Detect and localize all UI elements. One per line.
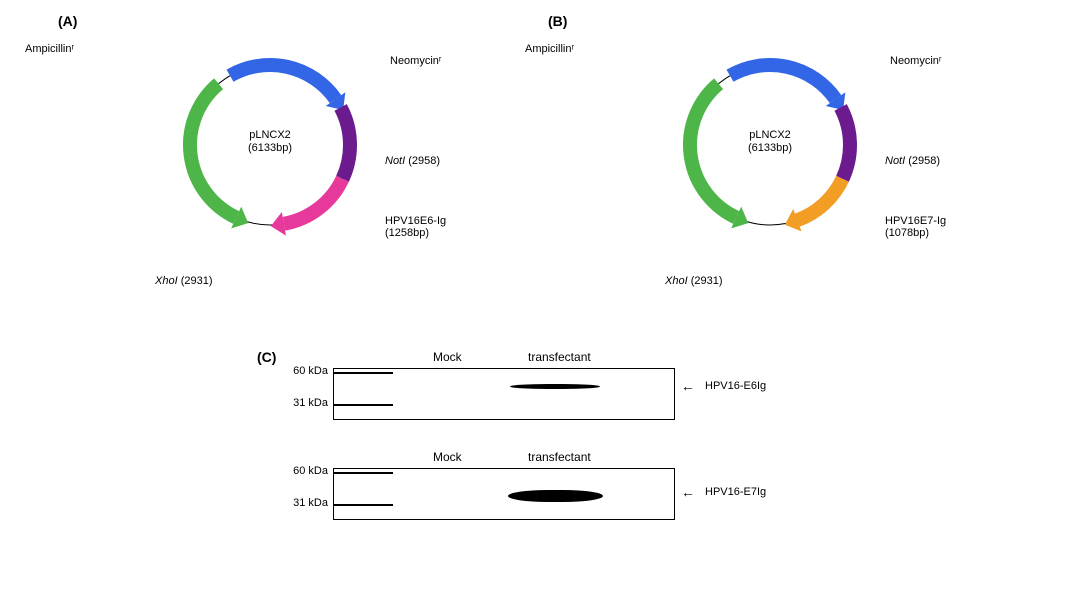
product-label: HPV16-E7Ig (705, 486, 766, 498)
plasmid-map-b: pLNCX2(6133bp)AmpicillinʳNeomycinʳNotI (… (550, 5, 990, 295)
plasmid-annotation-insert: HPV16E6-Ig(1258bp) (385, 215, 446, 239)
lane-label-transfectant: transfectant (528, 450, 591, 464)
arrow-icon: ← (681, 378, 695, 394)
marker-label: 60 kDa (278, 365, 328, 377)
plasmid-arc (230, 65, 336, 99)
product-label: HPV16-E6Ig (705, 380, 766, 392)
arc-arrowhead (271, 212, 286, 236)
plasmid-name: pLNCX2 (749, 129, 791, 141)
plasmid-name: pLNCX2 (249, 129, 291, 141)
plasmid-arc (190, 84, 236, 218)
marker-label: 31 kDa (278, 397, 328, 409)
plasmid-arc (341, 107, 350, 178)
plasmid-arc (284, 179, 343, 224)
blot-band (508, 490, 603, 502)
plasmid-annotation-xhoI: XhoI (2931) (155, 275, 213, 287)
arc-label: Ampicillinʳ (525, 43, 574, 55)
plasmid-arc (797, 179, 842, 220)
marker-line (333, 404, 393, 406)
blot-band (510, 384, 600, 389)
arrow-icon: ← (681, 484, 695, 500)
marker-label: 31 kDa (278, 497, 328, 509)
lane-label-mock: Mock (433, 350, 462, 364)
marker-label: 60 kDa (278, 465, 328, 477)
plasmid-annotation-notI: NotI (2958) (385, 155, 440, 167)
marker-line (333, 472, 393, 474)
arc-label: Neomycinʳ (390, 55, 442, 67)
blot-box (333, 468, 675, 520)
plasmid-annotation-insert: HPV16E7-Ig(1078bp) (885, 215, 946, 239)
plasmid-map-a: pLNCX2(6133bp)AmpicillinʳNeomycinʳNotI (… (50, 5, 490, 295)
marker-line (333, 504, 393, 506)
plasmid-arc (841, 107, 850, 178)
plasmid-center-label: pLNCX2(6133bp) (248, 129, 292, 155)
plasmid-annotation-xhoI: XhoI (2931) (665, 275, 723, 287)
plasmid-size: (6133bp) (748, 142, 792, 154)
plasmid-annotation-notI: NotI (2958) (885, 155, 940, 167)
plasmid-arc (690, 84, 736, 218)
blot-box (333, 368, 675, 420)
lane-label-mock: Mock (433, 450, 462, 464)
western-blot-section: Mock transfectant 60 kDa 31 kDa ← HPV16-E6Ig M… (255, 350, 855, 570)
arc-label: Ampicillinʳ (25, 43, 74, 55)
plasmid-size: (6133bp) (248, 142, 292, 154)
plasmid-center-label: pLNCX2(6133bp) (748, 129, 792, 155)
plasmid-arc (730, 65, 836, 99)
arc-label: Neomycinʳ (890, 55, 942, 67)
lane-label-transfectant: transfectant (528, 350, 591, 364)
marker-line (333, 372, 393, 374)
